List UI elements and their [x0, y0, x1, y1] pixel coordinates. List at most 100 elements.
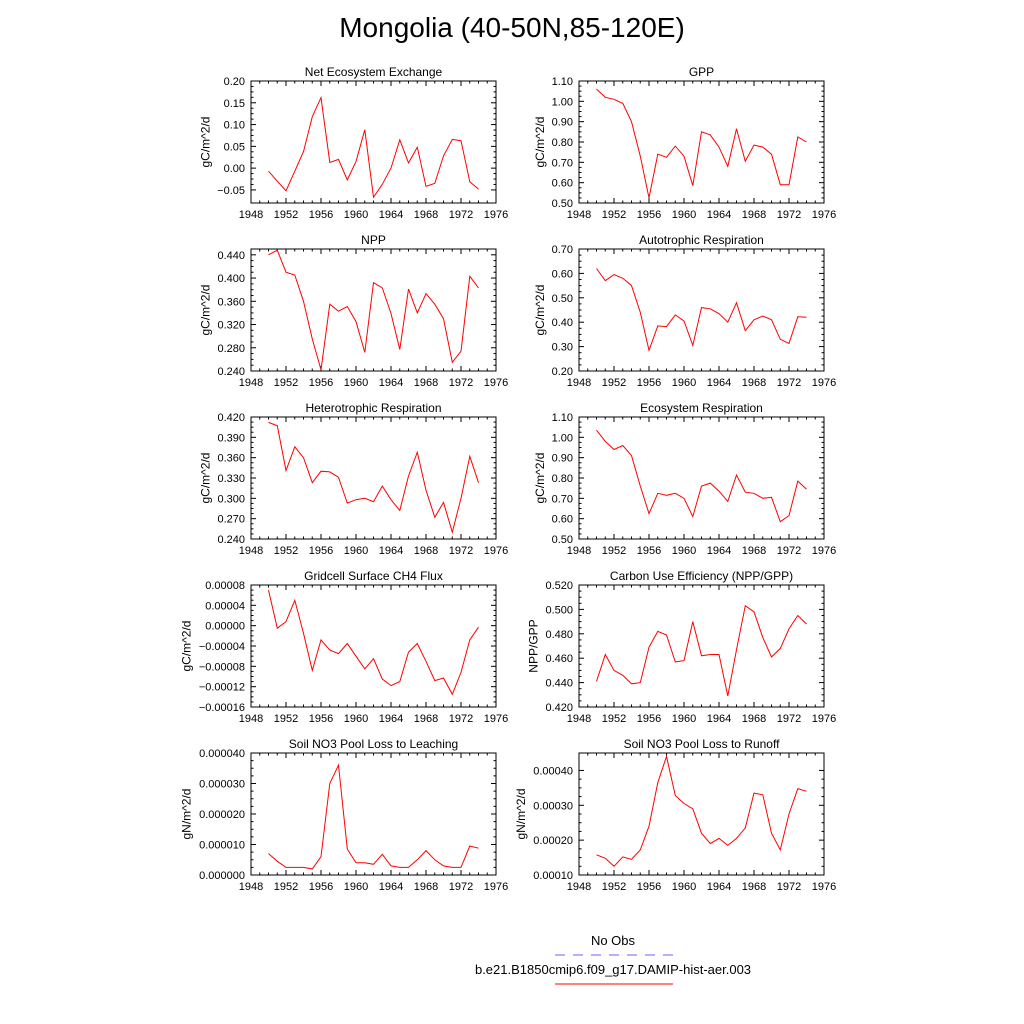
- y-tick-label: 0.390: [217, 432, 245, 444]
- x-tick-label: 1956: [637, 377, 661, 389]
- x-tick-label: 1976: [484, 209, 508, 221]
- y-tick-label: 0.70: [552, 493, 573, 505]
- y-tick-label: 0.20: [552, 366, 573, 378]
- x-tick-label: 1952: [274, 545, 298, 557]
- x-tick-label: 1968: [742, 209, 766, 221]
- y-axis-label: gC/m^2/d: [533, 117, 547, 168]
- y-tick-label: 0.270: [217, 514, 245, 526]
- y-tick-label: 0.00020: [533, 835, 573, 847]
- x-tick-label: 1952: [274, 881, 298, 893]
- x-tick-label: 1972: [449, 377, 473, 389]
- x-tick-label: 1960: [672, 377, 696, 389]
- panel-title: Heterotrophic Respiration: [305, 401, 441, 415]
- x-tick-label: 1948: [239, 377, 263, 389]
- x-tick-label: 1968: [414, 545, 438, 557]
- x-tick-label: 1960: [672, 545, 696, 557]
- x-tick-label: 1956: [309, 377, 333, 389]
- x-tick-label: 1976: [484, 377, 508, 389]
- x-tick-label: 1968: [742, 881, 766, 893]
- page-title: Mongolia (40-50N,85-120E): [339, 12, 685, 43]
- chart-panel-5: Ecosystem Respiration 1948 1952 1956 1960 196…: [533, 401, 836, 557]
- y-tick-label: 0.70: [552, 244, 573, 256]
- x-tick-label: 1964: [707, 545, 731, 557]
- y-tick-label: 0.50: [552, 534, 573, 546]
- chart-panel-1: GPP 1948 1952 1956 1960 1964 1968 1972 1976 0.50 0…: [533, 65, 836, 221]
- y-tick-label: 0.420: [217, 412, 245, 424]
- y-tick-label: 0.440: [545, 678, 573, 690]
- y-tick-label: 0.320: [217, 320, 245, 332]
- panel-title: NPP: [361, 233, 386, 247]
- x-tick-label: 1972: [777, 377, 801, 389]
- y-tick-label: −0.00008: [199, 661, 245, 673]
- y-tick-label: 0.20: [224, 76, 245, 88]
- x-tick-label: 1952: [602, 209, 626, 221]
- x-tick-label: 1964: [379, 209, 403, 221]
- x-tick-label: 1948: [567, 881, 591, 893]
- x-tick-label: 1956: [309, 881, 333, 893]
- y-tick-label: 0.00040: [533, 765, 573, 777]
- y-axis-label: gC/m^2/d: [199, 453, 213, 504]
- series-line: [596, 268, 807, 353]
- x-tick-label: 1948: [239, 713, 263, 725]
- x-tick-label: 1948: [567, 377, 591, 389]
- series-line: [596, 429, 807, 523]
- y-tick-label: 0.000030: [199, 779, 245, 791]
- plot-frame: [250, 584, 497, 708]
- x-tick-label: 1948: [567, 209, 591, 221]
- y-tick-label: 0.60: [552, 268, 573, 280]
- chart-panel-0: Net Ecosystem Exchange 1948 1952 1956 1960 19…: [199, 65, 509, 221]
- y-tick-label: −0.00016: [199, 702, 245, 714]
- x-tick-label: 1972: [449, 881, 473, 893]
- y-tick-label: 0.420: [545, 702, 573, 714]
- panel-title: Carbon Use Efficiency (NPP/GPP): [610, 569, 793, 583]
- y-tick-label: 0.30: [552, 342, 573, 354]
- x-tick-label: 1972: [777, 713, 801, 725]
- x-tick-label: 1948: [239, 545, 263, 557]
- y-tick-label: 0.80: [552, 137, 573, 149]
- series-line: [268, 589, 479, 696]
- series-line: [596, 88, 807, 199]
- plot-frame: [578, 416, 825, 540]
- x-tick-label: 1960: [344, 545, 368, 557]
- x-tick-label: 1960: [344, 377, 368, 389]
- panel-title: Ecosystem Respiration: [640, 401, 763, 415]
- x-tick-label: 1968: [742, 545, 766, 557]
- y-axis-label: gC/m^2/d: [199, 285, 213, 336]
- x-tick-label: 1948: [567, 713, 591, 725]
- x-tick-label: 1952: [602, 545, 626, 557]
- plot-frame: [250, 80, 497, 204]
- chart-panel-7: Carbon Use Efficiency (NPP/GPP) 1948 1952 1…: [527, 569, 837, 725]
- y-tick-label: 0.000010: [199, 840, 245, 852]
- y-tick-label: 0.240: [217, 534, 245, 546]
- series-line: [596, 604, 807, 697]
- x-tick-label: 1968: [414, 377, 438, 389]
- x-tick-label: 1976: [812, 377, 836, 389]
- x-tick-label: 1964: [379, 545, 403, 557]
- y-tick-label: 0.15: [224, 98, 245, 110]
- y-tick-label: 0.240: [217, 366, 245, 378]
- x-tick-label: 1968: [742, 713, 766, 725]
- y-tick-label: 0.90: [552, 453, 573, 465]
- y-tick-label: 0.000000: [199, 870, 245, 882]
- plot-frame: [578, 584, 825, 708]
- y-axis-label: gN/m^2/d: [180, 789, 194, 840]
- x-tick-label: 1972: [449, 209, 473, 221]
- y-tick-label: 1.00: [552, 432, 573, 444]
- y-tick-label: 0.480: [545, 629, 573, 641]
- x-tick-label: 1976: [812, 545, 836, 557]
- x-tick-label: 1956: [637, 713, 661, 725]
- x-tick-label: 1972: [449, 713, 473, 725]
- panel-title: GPP: [689, 65, 714, 79]
- y-tick-label: 0.00: [224, 163, 245, 175]
- x-tick-label: 1976: [484, 713, 508, 725]
- x-tick-label: 1968: [742, 377, 766, 389]
- x-tick-label: 1956: [309, 545, 333, 557]
- x-tick-label: 1972: [777, 881, 801, 893]
- x-tick-label: 1952: [274, 209, 298, 221]
- x-tick-label: 1972: [449, 545, 473, 557]
- x-tick-label: 1968: [414, 209, 438, 221]
- y-tick-label: 0.360: [217, 296, 245, 308]
- plot-frame: [250, 752, 497, 876]
- y-tick-label: 0.00000: [205, 621, 245, 633]
- y-tick-label: 0.90: [552, 117, 573, 129]
